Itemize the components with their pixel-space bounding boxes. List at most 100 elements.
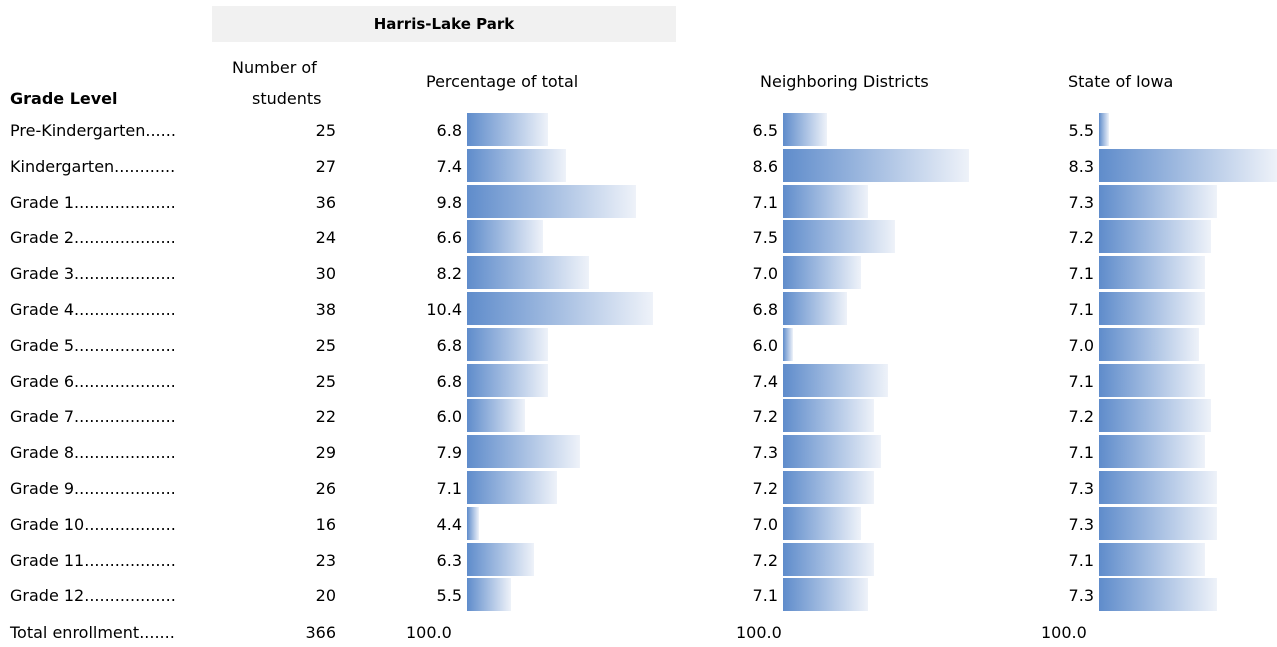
students-value: 27 [315, 156, 336, 176]
bar-value-label: 7.2 [1068, 407, 1094, 427]
bar [467, 506, 479, 540]
bar [1099, 184, 1217, 218]
bar-value-label: 6.8 [436, 121, 462, 140]
bar-value-label: 7.3 [1068, 514, 1094, 534]
bar [783, 184, 868, 218]
bar-value-label: 7.1 [1068, 264, 1094, 284]
bar [1099, 363, 1205, 397]
bar [1099, 506, 1217, 540]
bar [1099, 578, 1217, 612]
students-value: 16 [315, 514, 336, 534]
bar-value-label: 7.3 [1068, 479, 1094, 498]
bar-value-label: 7.3 [1068, 192, 1094, 212]
bar [467, 327, 549, 361]
bar-value-label: 6.0 [436, 407, 462, 427]
bar-value-label: 7.1 [1068, 443, 1094, 463]
grade-label: Grade 12.................. [10, 586, 176, 606]
bar-value-label: 8.2 [436, 264, 462, 284]
bar [467, 542, 534, 576]
total-students: 366 [305, 623, 336, 642]
bar-value-label: 6.0 [752, 335, 778, 355]
bar [1099, 220, 1211, 254]
bar-value-label: 6.8 [436, 371, 462, 391]
neighboring-header: Neighboring Districts [760, 72, 929, 91]
bar [1099, 292, 1205, 325]
bar [467, 292, 653, 325]
bar [467, 256, 590, 290]
bar-value-label: 8.3 [1068, 156, 1094, 176]
bar-value-label: 7.1 [752, 586, 778, 606]
grade-label: Kindergarten............ [10, 156, 176, 176]
bar-value-label: 6.5 [752, 121, 778, 140]
bar-value-label: 7.1 [752, 192, 778, 212]
bar-value-label: 7.2 [752, 407, 778, 427]
bar-value-label: 10.4 [426, 300, 462, 319]
bar [783, 471, 875, 504]
bar-value-label: 6.8 [436, 335, 462, 355]
bar [467, 184, 636, 218]
bar [783, 399, 875, 433]
bar [783, 220, 895, 254]
grade-label: Grade 3.................... [10, 264, 176, 284]
grade-label: Grade 10.................. [10, 514, 176, 534]
students-value: 30 [315, 264, 336, 284]
students-value: 23 [315, 550, 336, 570]
grade-label: Grade 5.................... [10, 335, 176, 355]
district-banner: Harris-Lake Park [212, 6, 676, 42]
bar [1099, 256, 1205, 290]
bar-value-label: 5.5 [1068, 121, 1094, 140]
bar-value-label: 6.8 [752, 300, 778, 319]
bar [783, 542, 875, 576]
total-state: 100.0 [1041, 623, 1087, 642]
bar [467, 363, 549, 397]
grade-label: Grade 2.................... [10, 228, 176, 248]
bar-value-label: 7.5 [752, 228, 778, 248]
grade-label: Grade 6.................... [10, 371, 176, 391]
bar-value-label: 7.0 [1068, 335, 1094, 355]
bar-value-label: 7.2 [752, 479, 778, 498]
bar-value-label: 7.2 [1068, 228, 1094, 248]
students-header-line2: students [252, 89, 322, 108]
students-value: 25 [315, 335, 336, 355]
bar [783, 113, 827, 146]
bar [467, 220, 543, 254]
bar [1099, 148, 1277, 182]
students-value: 25 [315, 121, 336, 140]
bar-value-label: 7.4 [752, 371, 778, 391]
students-header-line1: Number of [232, 58, 317, 77]
students-value: 38 [315, 300, 336, 319]
grade-label: Grade 11.................. [10, 550, 176, 570]
bar [783, 435, 882, 469]
bar-value-label: 7.4 [436, 156, 462, 176]
bar [783, 292, 848, 325]
bar [783, 256, 861, 290]
total-label: Total enrollment....... [10, 623, 175, 642]
bar-value-label: 7.1 [1068, 300, 1094, 319]
bar-value-label: 4.4 [436, 514, 462, 534]
grade-label: Pre-Kindergarten...... [10, 121, 176, 140]
grade-level-header: Grade Level [10, 89, 118, 108]
bar-value-label: 7.1 [1068, 550, 1094, 570]
bar [467, 578, 511, 612]
students-value: 25 [315, 371, 336, 391]
bar-value-label: 9.8 [436, 192, 462, 212]
grade-label: Grade 7.................... [10, 407, 176, 427]
bar [467, 435, 581, 469]
bar-value-label: 8.6 [752, 156, 778, 176]
students-value: 26 [315, 479, 336, 498]
bar-value-label: 7.1 [1068, 371, 1094, 391]
students-value: 22 [315, 407, 336, 427]
bar-value-label: 7.3 [752, 443, 778, 463]
pct-total-header: Percentage of total [426, 72, 579, 91]
grade-label: Grade 9.................... [10, 479, 176, 498]
students-value: 20 [315, 586, 336, 606]
bar [1099, 399, 1211, 433]
bar-value-label: 7.2 [752, 550, 778, 570]
bar [783, 506, 861, 540]
bar-value-label: 7.0 [752, 514, 778, 534]
total-neighboring: 100.0 [736, 623, 782, 642]
bar [1099, 435, 1205, 469]
students-value: 36 [315, 192, 336, 212]
bar [783, 578, 868, 612]
bar [467, 399, 526, 433]
